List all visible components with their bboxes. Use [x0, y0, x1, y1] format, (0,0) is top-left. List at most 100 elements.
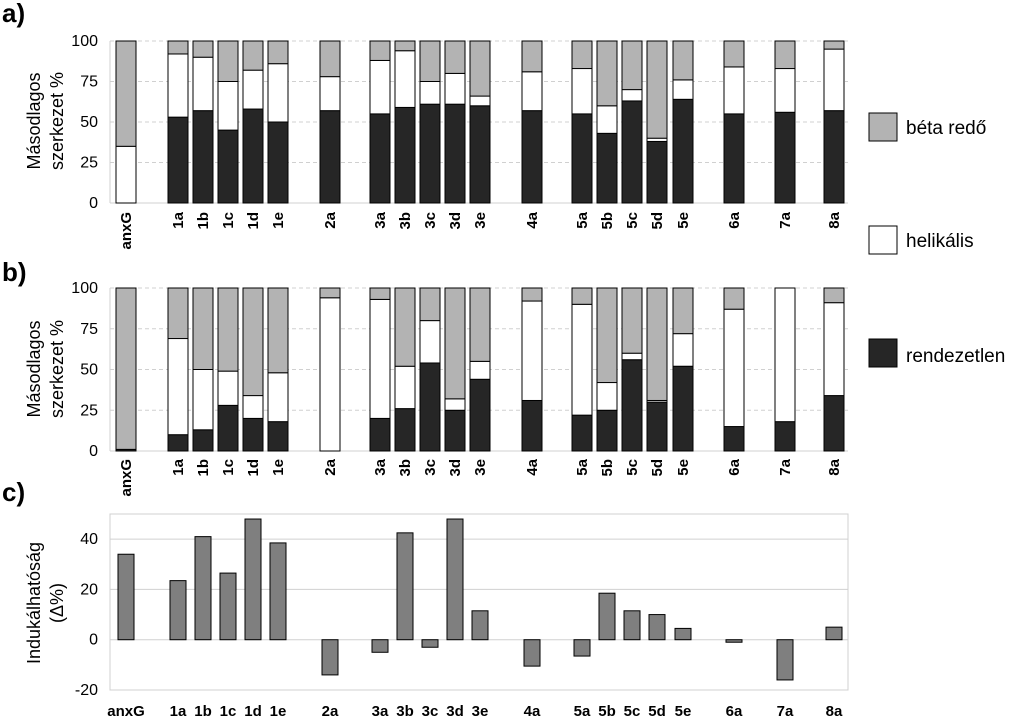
- bar-beta-4a: [521, 287, 543, 302]
- x-tick-label: 1b: [195, 212, 212, 230]
- bar-helical-5e: [672, 79, 694, 100]
- x-tick-label: 1c: [220, 459, 237, 476]
- bar-helical-3d: [444, 72, 466, 105]
- bar-7a: [776, 639, 794, 681]
- bar-helical-6a: [723, 66, 745, 115]
- bar-helical-8a: [823, 302, 845, 397]
- y-tick-label: 0: [89, 443, 98, 460]
- bar-beta-anxG: [115, 287, 137, 450]
- x-tick-label: 5d: [648, 703, 666, 720]
- x-tick-label: 5e: [675, 703, 692, 720]
- y-tick-label: 75: [80, 74, 98, 91]
- bar-5d: [648, 614, 666, 641]
- bar-helical-1d: [242, 69, 264, 110]
- bar-helical-3a: [369, 298, 391, 419]
- legend-label-disordered: rendezetlen: [906, 346, 1005, 367]
- bar-helical-3a: [369, 59, 391, 115]
- legend-label-helical: helikális: [906, 231, 974, 252]
- bar-beta-7a: [774, 40, 796, 70]
- y-axis-title-c-line2: (Δ%): [47, 583, 67, 623]
- x-tick-label: 2a: [322, 703, 339, 720]
- x-tick-label: 5a: [574, 703, 591, 720]
- y-tick-label: 50: [80, 362, 98, 379]
- bar-3e: [471, 610, 489, 641]
- bar-disordered-3e: [469, 105, 491, 204]
- bar-beta-anxG: [115, 40, 137, 147]
- x-tick-label: 3c: [422, 212, 439, 229]
- bar-disordered-3d: [444, 409, 466, 452]
- bar-beta-1a: [167, 287, 189, 340]
- bar-helical-1b: [192, 369, 214, 431]
- x-tick-label: anxG: [107, 703, 145, 720]
- bar-disordered-3c: [419, 103, 441, 204]
- bar-disordered-8a: [823, 395, 845, 452]
- bar-beta-5c: [621, 287, 643, 354]
- bar-helical-3b: [394, 50, 416, 108]
- bar-helical-1d: [242, 395, 264, 419]
- bar-helical-5c: [621, 89, 643, 102]
- x-tick-label: 3c: [422, 459, 439, 476]
- bar-helical-6a: [723, 308, 745, 428]
- bar-disordered-5d: [646, 140, 668, 204]
- bar-beta-5c: [621, 40, 643, 91]
- bar-helical-5c: [621, 352, 643, 361]
- x-tick-label: 3b: [396, 703, 414, 720]
- bar-helical-2a: [319, 76, 341, 112]
- bar-helical-1a: [167, 338, 189, 436]
- bar-disordered-7a: [774, 111, 796, 204]
- bar-beta-1b: [192, 287, 214, 370]
- bar-beta-5d: [646, 40, 668, 139]
- x-tick-label: 3d: [447, 459, 464, 477]
- bar-helical-3b: [394, 365, 416, 410]
- legend: béta redő helikális rendezetlen: [868, 112, 1005, 368]
- x-tick-label: 3e: [472, 212, 489, 229]
- x-tick-label: 5d: [649, 212, 666, 230]
- bar-helical-1e: [267, 63, 289, 123]
- y-axis-title-b-line1: Másodlagos: [24, 320, 44, 417]
- panel-label-b: b): [2, 257, 27, 287]
- x-tick-label: 5c: [624, 703, 641, 720]
- x-tick-label: 1d: [245, 459, 262, 477]
- x-tick-label: 5b: [599, 212, 616, 230]
- bar-3c: [421, 639, 439, 648]
- x-tick-label: 5a: [574, 211, 591, 228]
- x-tick-label: 3e: [472, 703, 489, 720]
- bar-beta-6a: [723, 287, 745, 310]
- bar-beta-5a: [571, 40, 593, 70]
- bar-helical-1e: [267, 372, 289, 423]
- bar-disordered-1c: [217, 129, 239, 204]
- y-tick-label: 0: [89, 632, 98, 649]
- bar-2a: [321, 639, 339, 676]
- bar-beta-5a: [571, 287, 593, 305]
- bar-beta-1c: [217, 40, 239, 82]
- bar-5a: [573, 639, 591, 657]
- bar-helical-5a: [571, 68, 593, 115]
- x-tick-label: 3a: [372, 703, 389, 720]
- x-tick-label: 8a: [826, 703, 843, 720]
- legend-label-beta: béta redő: [906, 118, 986, 139]
- x-tick-label: 1b: [194, 703, 212, 720]
- x-tick-label: 1e: [270, 459, 287, 476]
- bar-helical-4a: [521, 300, 543, 401]
- bar-helical-3d: [444, 398, 466, 411]
- bar-disordered-5b: [596, 409, 618, 452]
- x-tick-label: anxG: [118, 212, 135, 250]
- bar-1b: [194, 536, 212, 641]
- bar-helical-7a: [774, 287, 796, 423]
- stacked-bar-chart-a: 0 25 50 75 100 anxG 1a 1b 1c 1d 1e 2a 3a 3b 3c 3d 3e 4a 5a…: [71, 33, 848, 250]
- bar-5b: [598, 592, 616, 641]
- bar-beta-3d: [444, 40, 466, 74]
- x-tick-label: 2a: [322, 211, 339, 228]
- bar-beta-2a: [319, 40, 341, 78]
- bar-disordered-3a: [369, 417, 391, 452]
- x-tick-label: 3d: [446, 703, 464, 720]
- bar-disordered-1c: [217, 404, 239, 452]
- bar-disordered-6a: [723, 113, 745, 204]
- bar-helical-5b: [596, 105, 618, 134]
- x-tick-label: 4a: [524, 458, 541, 475]
- bar-helical-8a: [823, 48, 845, 112]
- bar-beta-1d: [242, 287, 264, 397]
- legend-swatch-disordered: [868, 338, 898, 368]
- bar-disordered-3e: [469, 378, 491, 452]
- bar-5c: [623, 610, 641, 641]
